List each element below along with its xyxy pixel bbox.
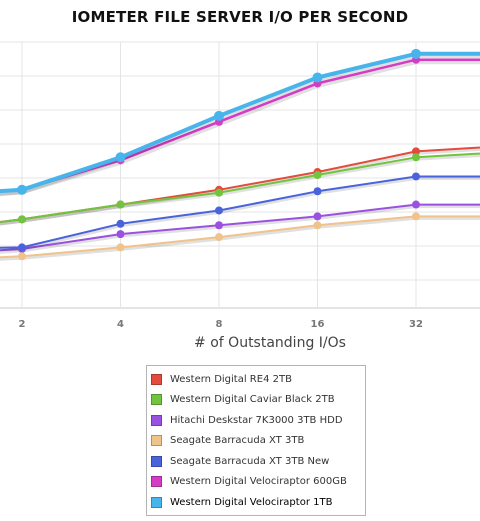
legend-label: Western Digital Velociraptor 1TB — [170, 496, 333, 508]
legend-entry[interactable]: Western Digital Velociraptor 1TB — [151, 492, 361, 513]
legend-swatch — [151, 476, 162, 488]
data-point[interactable] — [215, 221, 223, 230]
data-point[interactable] — [115, 152, 126, 163]
data-point[interactable] — [215, 206, 223, 215]
legend-swatch — [151, 455, 162, 467]
data-point[interactable] — [18, 215, 26, 224]
legend-entry[interactable]: Western Digital RE4 2TB — [151, 369, 361, 390]
legend-label: Seagate Barracuda XT 3TB — [170, 435, 305, 447]
data-point[interactable] — [313, 221, 322, 230]
x-tick-label: 4 — [117, 319, 124, 330]
legend-swatch — [151, 373, 162, 385]
data-point[interactable] — [116, 230, 125, 239]
legend-swatch — [151, 496, 162, 508]
data-point[interactable] — [215, 233, 223, 242]
legend-swatch — [151, 394, 162, 406]
data-point[interactable] — [412, 153, 420, 162]
series-line-shadow — [0, 53, 480, 196]
data-point[interactable] — [18, 252, 26, 261]
x-tick-label: 32 — [409, 319, 423, 330]
legend-entry[interactable]: Seagate Barracuda XT 3TB — [151, 431, 361, 452]
data-point[interactable] — [412, 212, 420, 221]
chart-title: IOMETER FILE SERVER I/O PER SECOND — [71, 8, 409, 26]
series-lines — [0, 51, 480, 261]
legend-label: Hitachi Deskstar 7K3000 3TB HDD — [170, 414, 343, 426]
data-point[interactable] — [313, 212, 322, 221]
data-point[interactable] — [214, 110, 224, 121]
legend-swatch — [151, 435, 162, 447]
data-point[interactable] — [18, 243, 26, 252]
legend-entry[interactable]: Seagate Barracuda XT 3TB New — [151, 451, 361, 472]
data-point[interactable] — [412, 147, 420, 156]
data-point[interactable] — [412, 200, 420, 209]
series-line-shadow — [0, 153, 480, 226]
data-point[interactable] — [116, 243, 125, 252]
data-point[interactable] — [412, 172, 420, 181]
data-point[interactable] — [17, 184, 27, 195]
legend-label: Western Digital Caviar Black 2TB — [170, 394, 335, 406]
data-point[interactable] — [116, 200, 125, 209]
series-points — [17, 48, 421, 261]
data-point[interactable] — [411, 48, 421, 59]
data-point[interactable] — [313, 171, 322, 179]
x-tick-labels: 2 4 8 16 32 — [19, 319, 423, 330]
data-point[interactable] — [312, 72, 323, 83]
series-line — [0, 51, 480, 194]
x-tick-label: 2 — [19, 319, 26, 330]
x-tick-label: 16 — [311, 319, 325, 330]
legend-entry[interactable]: Hitachi Deskstar 7K3000 3TB HDD — [151, 410, 361, 431]
legend-entry[interactable]: Western Digital Caviar Black 2TB — [151, 390, 361, 411]
data-point[interactable] — [313, 187, 322, 196]
x-tick-label: 8 — [216, 319, 223, 330]
data-point[interactable] — [116, 219, 125, 228]
legend-label: Seagate Barracuda XT 3TB New — [170, 455, 330, 467]
legend-label: Western Digital RE4 2TB — [170, 373, 292, 385]
line-chart: 2 4 8 16 32 — [0, 41, 480, 330]
legend-swatch — [151, 414, 162, 426]
legend-entry[interactable]: Western Digital Velociraptor 600GB — [151, 472, 361, 493]
legend-label: Western Digital Velociraptor 600GB — [170, 476, 347, 488]
legend: Western Digital RE4 2TB Western Digital C… — [146, 365, 366, 516]
x-axis-label: # of Outstanding I/Os — [194, 335, 346, 351]
data-point[interactable] — [215, 188, 223, 197]
